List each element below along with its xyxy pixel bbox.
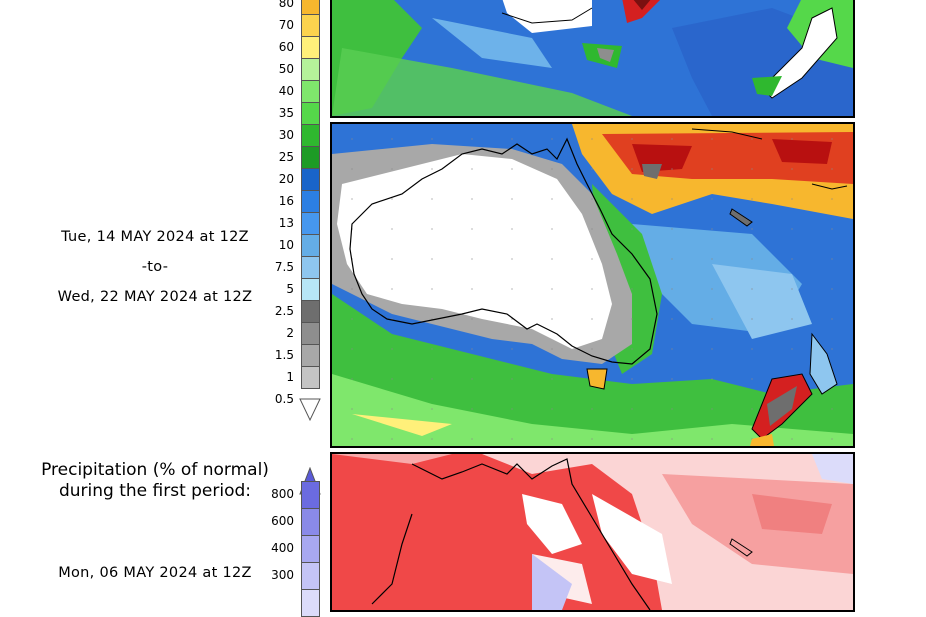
percent-title-line2: during the first period:	[58, 481, 252, 501]
colorbar-cell	[301, 234, 320, 257]
colorbar-cell	[301, 344, 320, 367]
percent-start-date: Mon, 06 MAY 2024 at 12Z	[58, 565, 252, 581]
period-start-date: Tue, 14 MAY 2024 at 12Z	[61, 229, 249, 245]
percent-colorbar-label: 800	[271, 487, 294, 501]
colorbar-label: 0.5	[274, 392, 294, 406]
colorbar-label: 2.5	[274, 304, 294, 318]
colorbar-cell	[301, 300, 320, 323]
colorbar-label: 35	[278, 106, 294, 120]
colorbar-cell	[301, 124, 320, 147]
colorbar-cell	[301, 0, 320, 15]
period-end-date: Wed, 22 MAY 2024 at 12Z	[57, 289, 253, 305]
colorbar-label: 40	[278, 84, 294, 98]
colorbar-cell	[301, 366, 320, 389]
colorbar-label: 1.5	[274, 348, 294, 362]
percent-colorbar-cell	[301, 562, 320, 590]
colorbar-label: 2	[286, 326, 294, 340]
colorbar-label: 70	[278, 18, 294, 32]
colorbar-label: 25	[278, 150, 294, 164]
colorbar-cell	[301, 36, 320, 59]
precip-total-map-previous	[330, 0, 855, 118]
colorbar-label: 30	[278, 128, 294, 142]
colorbar-cell	[301, 80, 320, 103]
precip-percent-normal-map	[330, 452, 855, 612]
colorbar-label: 5	[286, 282, 294, 296]
precip-total-map-current	[330, 122, 855, 448]
colorbar-label: 60	[278, 40, 294, 54]
colorbar-cell	[301, 58, 320, 81]
period-separator: -to-	[141, 259, 169, 275]
percent-colorbar-label: 600	[271, 514, 294, 528]
colorbar-cell	[301, 256, 320, 279]
colorbar-cell	[301, 146, 320, 169]
percent-title-line1: Precipitation (% of normal)	[41, 460, 269, 480]
percent-colorbar-cell	[301, 589, 320, 617]
colorbar-label: 20	[278, 172, 294, 186]
percent-colorbar-cell	[301, 535, 320, 563]
percent-colorbar-cell	[301, 508, 320, 536]
colorbar-arrow-down-icon	[299, 398, 321, 422]
colorbar-cell	[301, 168, 320, 191]
colorbar-label: 16	[278, 194, 294, 208]
colorbar-label: 80	[278, 0, 294, 10]
colorbar-cell	[301, 212, 320, 235]
percent-colorbar-cell	[301, 481, 320, 509]
colorbar-cell	[301, 278, 320, 301]
colorbar-label: 1	[286, 370, 294, 384]
colorbar-cell	[301, 322, 320, 345]
colorbar-cell	[301, 102, 320, 125]
percent-colorbar-label: 300	[271, 568, 294, 582]
colorbar-label: 50	[278, 62, 294, 76]
colorbar-label: 10	[278, 238, 294, 252]
percent-colorbar-label: 400	[271, 541, 294, 555]
colorbar-cell	[301, 14, 320, 37]
colorbar-label: 7.5	[274, 260, 294, 274]
colorbar-cell	[301, 190, 320, 213]
colorbar-label: 13	[278, 216, 294, 230]
